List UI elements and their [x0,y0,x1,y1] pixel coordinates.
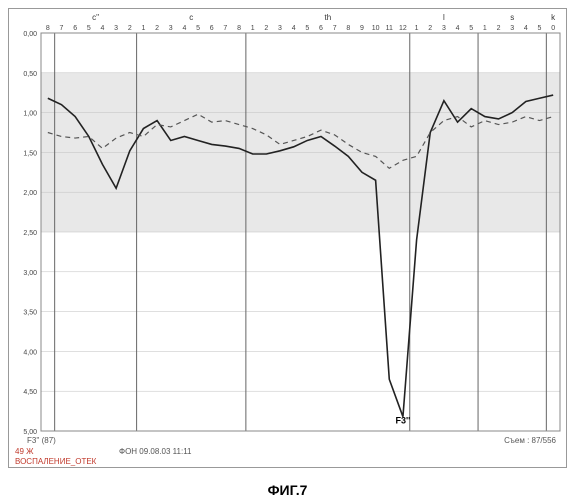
svg-text:8: 8 [237,25,241,32]
svg-text:2: 2 [264,25,268,32]
figure-caption: ФИГ.7 [0,482,575,498]
svg-text:4: 4 [524,25,528,32]
page: 0,00 0,50 1,00 1,50 2,00 2,50 3,00 3,50 4,00 4,50… [0,0,575,500]
svg-text:2: 2 [428,25,432,32]
svg-text:3: 3 [442,25,446,32]
svg-text:4: 4 [182,25,186,32]
svg-text:0: 0 [551,25,555,32]
svg-text:8: 8 [346,25,350,32]
svg-text:5: 5 [469,25,473,32]
svg-text:4,00: 4,00 [23,349,37,356]
svg-text:4: 4 [101,25,105,32]
footer-date: ФОН 09.08.03 11:11 [119,447,192,456]
svg-text:s: s [510,13,514,22]
svg-text:F3'': F3'' [396,415,411,425]
svg-text:7: 7 [223,25,227,32]
svg-text:5: 5 [305,25,309,32]
svg-text:3,50: 3,50 [23,310,37,317]
line-chart: 0,00 0,50 1,00 1,50 2,00 2,50 3,00 3,50 4,00 4,50… [9,9,566,467]
chart-container: 0,00 0,50 1,00 1,50 2,00 2,50 3,00 3,50 4,00 4,50… [8,8,567,468]
svg-text:5: 5 [538,25,542,32]
svg-text:th: th [324,13,331,22]
svg-text:3: 3 [510,25,514,32]
svg-text:2: 2 [128,25,132,32]
svg-text:1,00: 1,00 [23,111,37,118]
svg-text:5: 5 [196,25,200,32]
svg-text:7: 7 [333,25,337,32]
svg-text:6: 6 [210,25,214,32]
footer-right: Съем : 87/556 [504,436,556,445]
svg-text:4: 4 [456,25,460,32]
svg-text:2,00: 2,00 [23,190,37,197]
footer-series-label: F3'' (87) [27,436,56,445]
svg-text:1: 1 [483,25,487,32]
svg-text:11: 11 [386,25,393,32]
svg-text:1: 1 [415,25,419,32]
svg-text:5,00: 5,00 [23,429,37,436]
svg-text:3: 3 [278,25,282,32]
svg-text:6: 6 [73,25,77,32]
svg-text:2: 2 [155,25,159,32]
svg-text:1,50: 1,50 [23,150,37,157]
svg-text:9: 9 [360,25,364,32]
svg-text:0,50: 0,50 [23,71,37,78]
footer-id: 49 Ж [15,447,34,456]
svg-text:c'': c'' [92,13,100,22]
svg-text:1: 1 [251,25,255,32]
svg-text:7: 7 [60,25,64,32]
svg-text:0,00: 0,00 [23,31,37,38]
svg-text:2: 2 [497,25,501,32]
svg-text:4: 4 [292,25,296,32]
svg-text:5: 5 [87,25,91,32]
svg-text:3: 3 [114,25,118,32]
footer-diagnosis: ВОСПАЛЕНИЕ_ОТЕК [15,457,96,466]
svg-text:8: 8 [46,25,50,32]
svg-text:l: l [443,13,445,22]
svg-text:3: 3 [169,25,173,32]
svg-text:2,50: 2,50 [23,230,37,237]
svg-text:k: k [551,13,556,22]
svg-text:1: 1 [141,25,145,32]
svg-text:4,50: 4,50 [23,389,37,396]
svg-text:6: 6 [319,25,323,32]
svg-text:3,00: 3,00 [23,270,37,277]
svg-text:10: 10 [372,25,380,32]
svg-text:c: c [189,13,193,22]
svg-text:12: 12 [399,25,407,32]
